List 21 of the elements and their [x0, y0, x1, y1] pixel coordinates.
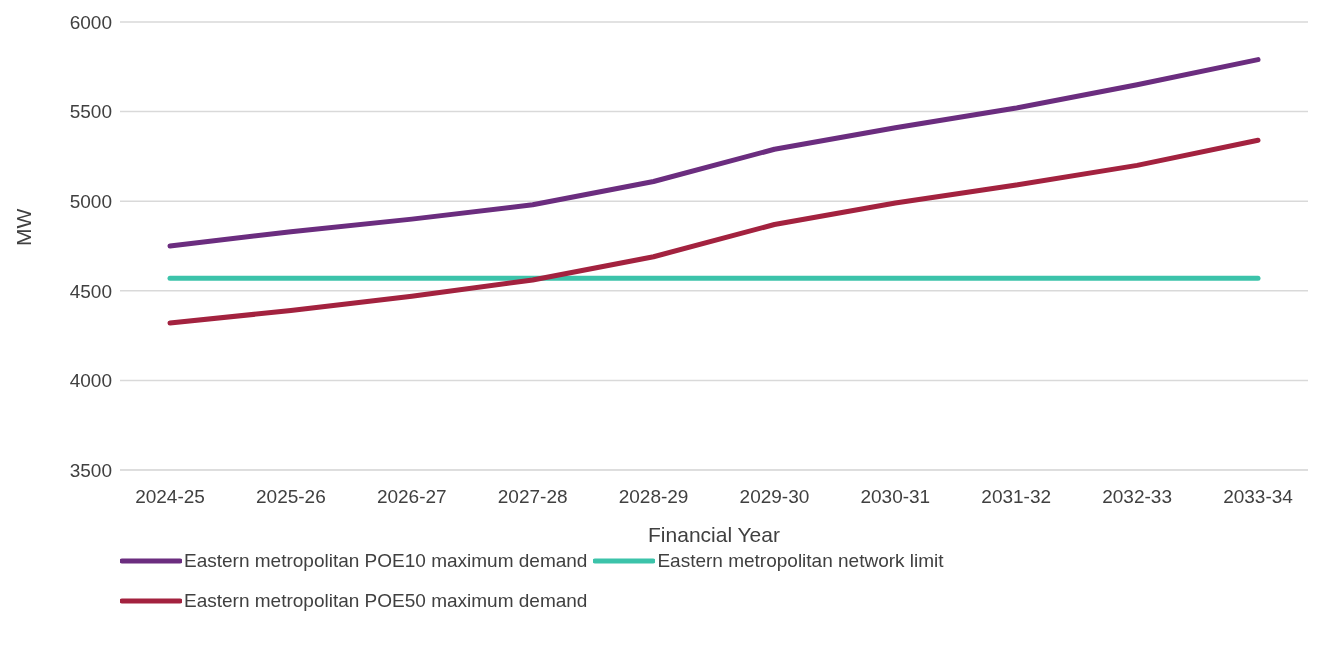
x-tick-label: 2030-31	[860, 486, 931, 508]
y-axis-title: MW	[12, 208, 36, 246]
x-tick-label: 2033-34	[1223, 486, 1294, 508]
x-tick-label: 2032-33	[1102, 486, 1172, 508]
y-tick-label: 6000	[69, 11, 112, 33]
legend-label: Eastern metropolitan POE10 maximum demand	[184, 550, 588, 572]
x-tick-label: 2027-28	[497, 486, 568, 508]
y-tick-label: 4500	[69, 280, 112, 302]
x-tick-label: 2029-30	[739, 486, 810, 508]
x-tick-label: 2024-25	[135, 486, 205, 508]
legend-label: Eastern metropolitan network limit	[657, 550, 944, 572]
y-tick-label: 4000	[69, 370, 112, 392]
x-tick-label: 2026-27	[376, 486, 447, 508]
legend-label: Eastern metropolitan POE50 maximum demand	[184, 590, 588, 612]
x-tick-label: 2028-29	[618, 486, 689, 508]
x-axis-title: Financial Year	[648, 523, 780, 546]
x-tick-label: 2031-32	[981, 486, 1052, 508]
y-tick-label: 5000	[69, 190, 112, 212]
y-tick-label: 3500	[69, 459, 112, 481]
x-tick-label: 2025-26	[256, 486, 326, 508]
y-tick-label: 5500	[69, 101, 112, 123]
